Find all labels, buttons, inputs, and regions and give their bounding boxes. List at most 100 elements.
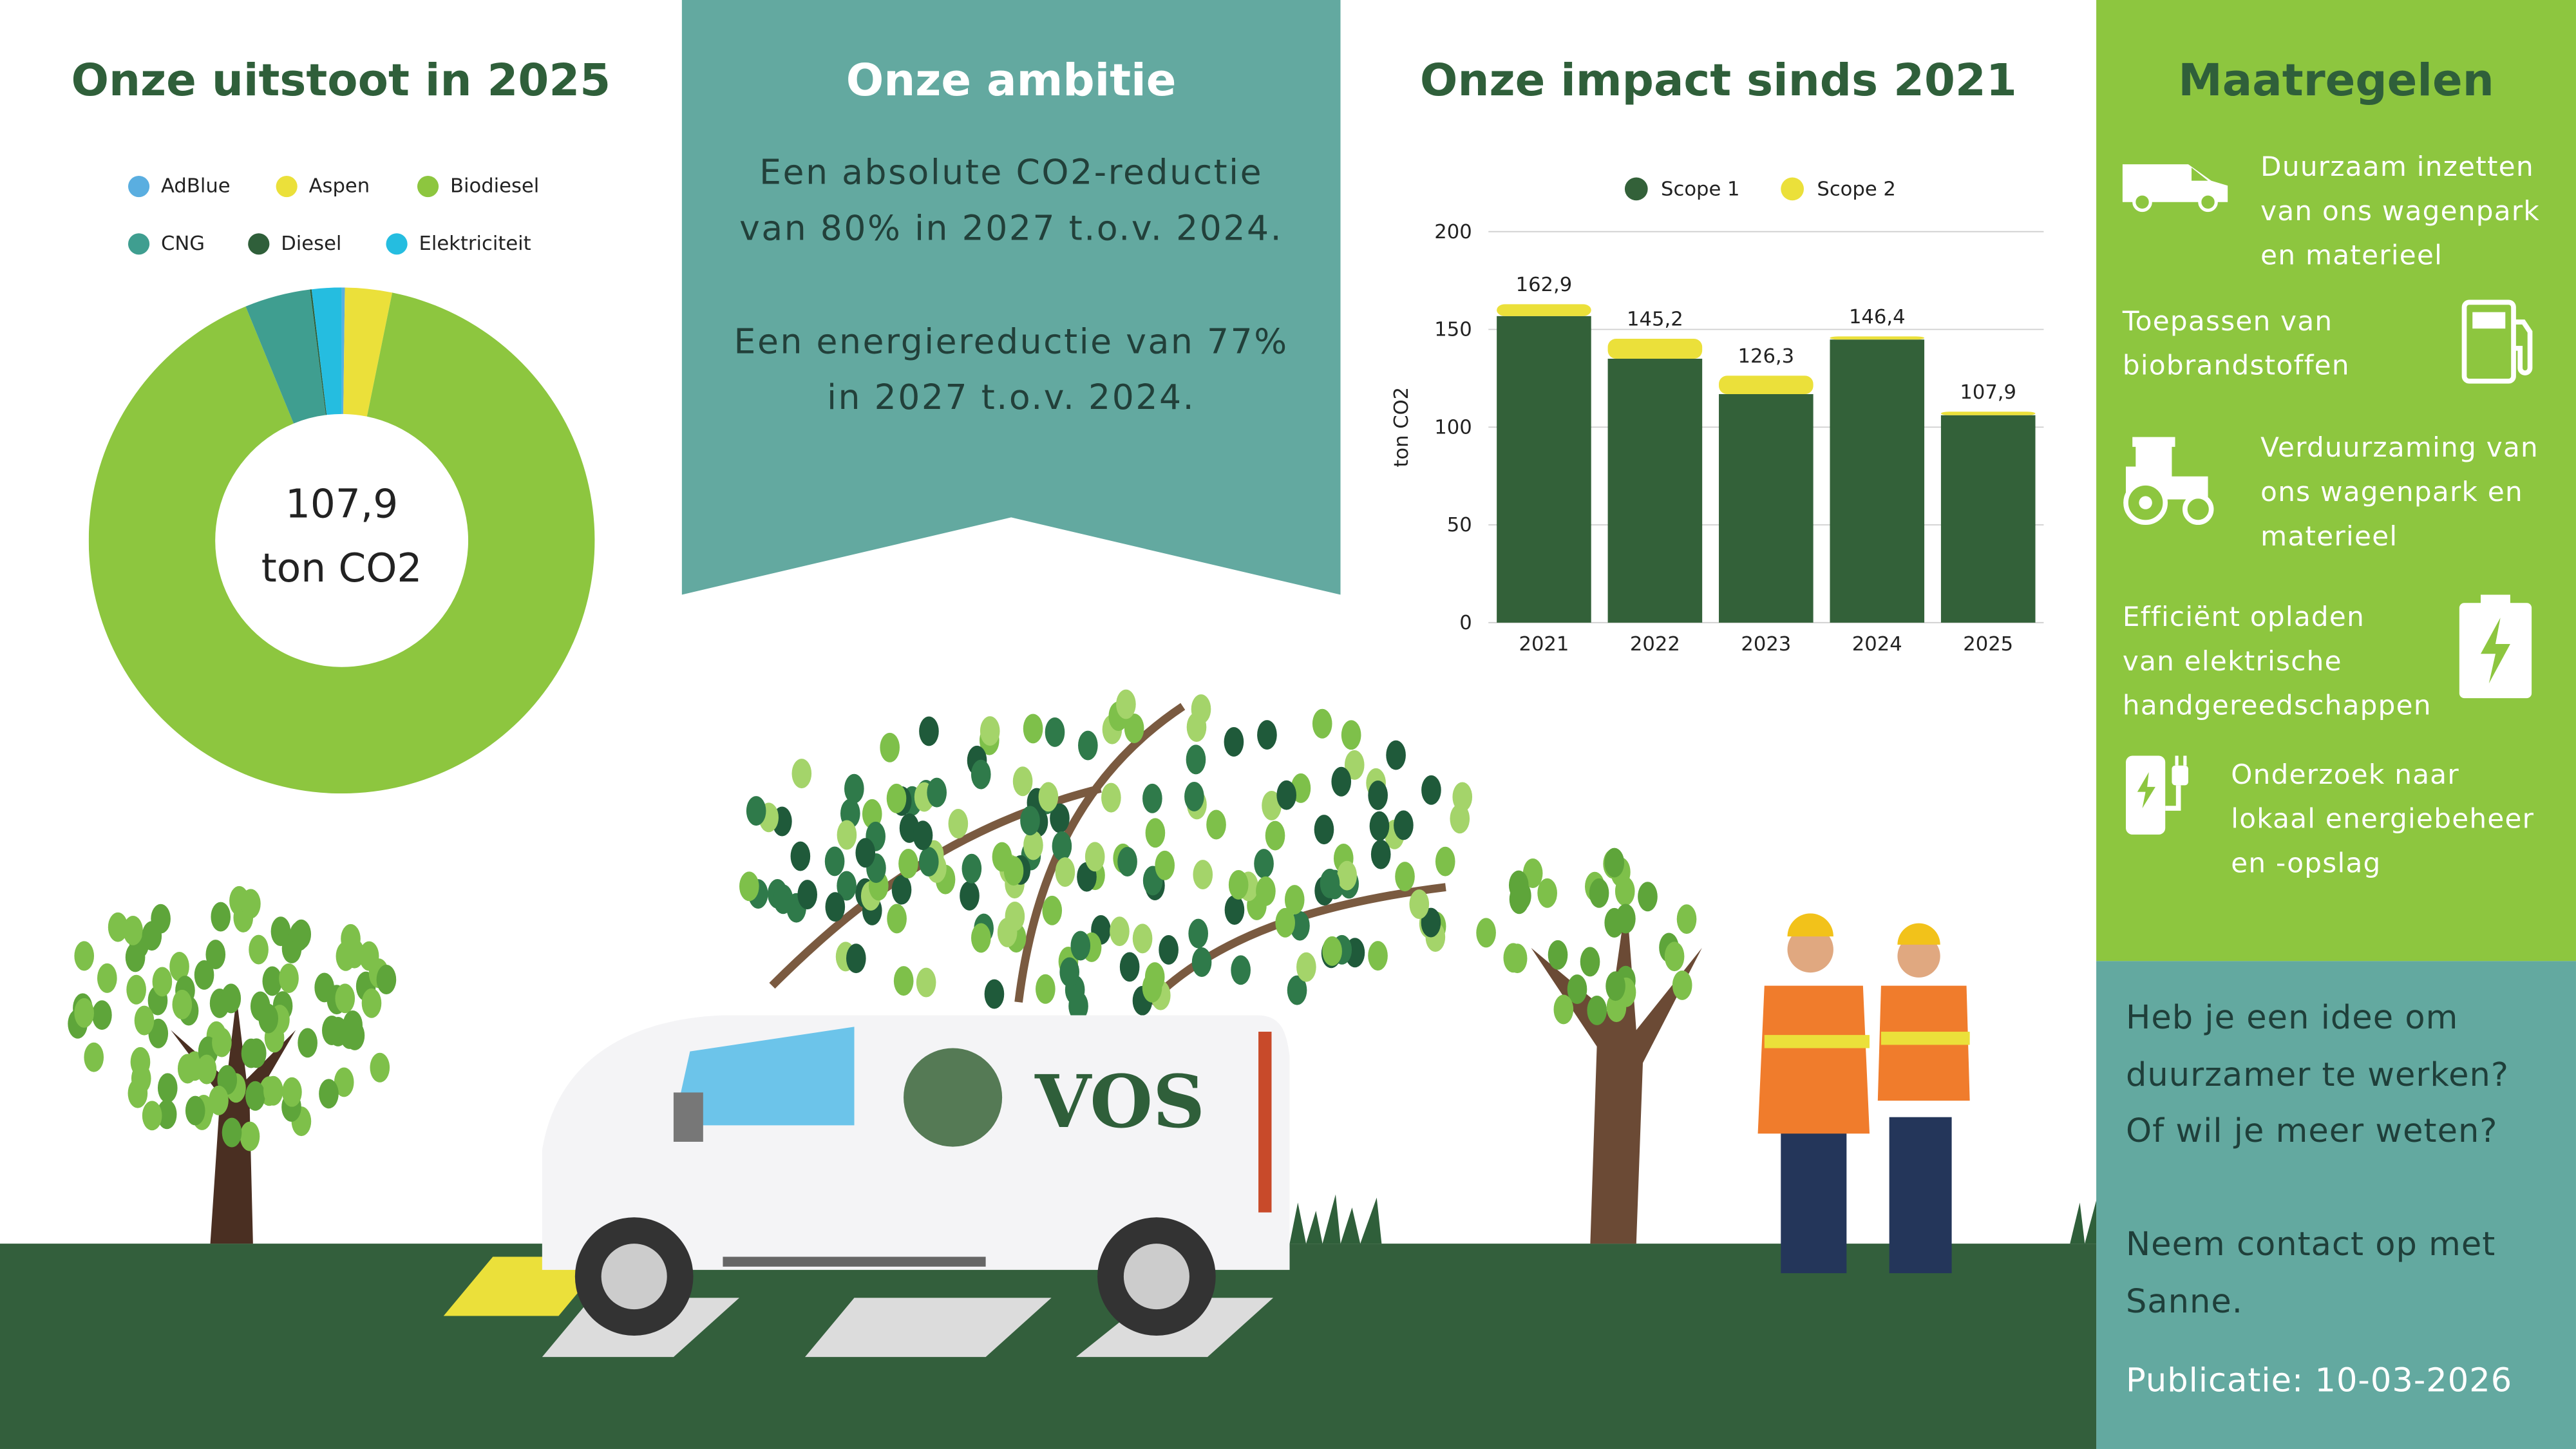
x-tick-label: 2022 <box>1630 633 1680 656</box>
x-tick-label: 2021 <box>1519 633 1569 656</box>
illustration: VOS <box>68 689 2097 1358</box>
y-tick-label: 50 <box>1447 514 1472 536</box>
ambition-title: Onze ambitie <box>846 55 1177 107</box>
legend-label: Aspen <box>308 174 370 198</box>
y-tick-label: 150 <box>1434 319 1472 341</box>
donut-slice-aspen <box>343 287 393 417</box>
legend-swatch <box>1781 177 1804 201</box>
van-icon <box>2122 164 2228 213</box>
x-tick-label: 2023 <box>1741 633 1791 656</box>
battery-charging-icon <box>2459 594 2532 699</box>
emissions-donut-chart <box>88 287 595 794</box>
bar-total-label: 146,4 <box>1849 306 1906 328</box>
legend-swatch <box>276 175 298 196</box>
legend-label: Scope 1 <box>1661 178 1739 201</box>
contact-panel: Heb je een idee om duurzamer te werken? … <box>2096 961 2576 1449</box>
donut-slice-adblue <box>341 287 345 414</box>
x-tick-label: 2025 <box>1963 633 2013 656</box>
measure-text: van elektrische <box>2122 645 2342 677</box>
bar-scope2-2022 <box>1607 339 1703 359</box>
measure-text: en -opslag <box>2231 848 2382 879</box>
measure-text: van ons wagenpark <box>2260 195 2541 227</box>
contact-text: Heb je een idee om <box>2125 997 2459 1037</box>
fuel-pump-icon <box>2461 299 2533 384</box>
legend-item: CNG <box>128 231 205 255</box>
ambition-line: Een energiereductie van 77% <box>734 321 1289 362</box>
legend-label: Biodiesel <box>450 174 540 198</box>
bar-total-label: 145,2 <box>1627 308 1683 331</box>
measure-text: Toepassen van <box>2122 305 2333 337</box>
contact-text: duurzamer te werken? <box>2125 1054 2510 1094</box>
bar-total-label: 162,9 <box>1516 274 1573 296</box>
measures-panel: Maatregelen Duurzaam inzetten van ons wag… <box>2096 0 2576 961</box>
legend-label: Elektriciteit <box>419 231 531 255</box>
measure-text: Duurzaam inzetten <box>2260 151 2534 183</box>
bar-scope2-2024 <box>1830 336 1925 340</box>
legend-item: Diesel <box>248 231 342 255</box>
legend-item: Elektriciteit <box>386 231 531 255</box>
y-tick-label: 100 <box>1434 416 1472 439</box>
measure-text: Verduurzaming van <box>2260 431 2539 464</box>
legend-item: Aspen <box>276 174 370 197</box>
bar-scope1-2022 <box>1607 359 1703 623</box>
bar-scope2-2025 <box>1940 412 2036 415</box>
bar-scope2-2023 <box>1719 375 1814 394</box>
x-tick-label: 2024 <box>1852 633 1902 656</box>
measure-text: materieel <box>2260 520 2398 553</box>
bar-scope1-2023 <box>1719 393 1814 623</box>
donut-center-unit: ton CO2 <box>261 545 422 592</box>
tractor-icon <box>2123 437 2214 526</box>
measures-title: Maatregelen <box>2178 55 2494 107</box>
tree-illustration <box>1476 848 1702 1244</box>
legend-label: Diesel <box>281 231 342 255</box>
legend-item: AdBlue <box>128 174 231 197</box>
legend-label: AdBlue <box>160 174 231 198</box>
van-illustration: VOS <box>542 1015 1290 1336</box>
legend-swatch <box>386 232 408 254</box>
donut-slice-biodiesel <box>88 292 595 794</box>
measure-text: Efficiënt opladen <box>2122 601 2365 633</box>
measure-text: biobrandstoffen <box>2122 350 2350 381</box>
legend-swatch <box>128 232 150 254</box>
measure-text: en materieel <box>2260 240 2443 271</box>
legend-swatch <box>1624 177 1648 201</box>
publication-date: Publicatie: 10-03-2026 <box>2125 1360 2513 1400</box>
y-tick-label: 200 <box>1434 221 1472 243</box>
legend-item: Biodiesel <box>417 174 539 197</box>
bar-scope1-2021 <box>1497 316 1591 623</box>
contact-text: Of wil je meer weten? <box>2125 1110 2498 1150</box>
impact-bar-chart: 0 50 100 150 200 ton CO2 162,9 2021 145,2 2022 126… <box>1390 177 2044 656</box>
ground <box>0 1244 2097 1449</box>
legend-swatch <box>417 175 439 196</box>
workers-illustration <box>1757 913 1970 1274</box>
donut-slice-diesel <box>310 289 327 415</box>
bar-scope1-2024 <box>1830 339 1925 623</box>
measure-text: lokaal energiebeheer <box>2231 803 2535 835</box>
legend-swatch <box>128 175 150 196</box>
legend-swatch <box>248 232 270 254</box>
bar-total-label: 107,9 <box>1960 381 2016 404</box>
legend-label: Scope 2 <box>1817 178 1895 201</box>
bar-scope2-2021 <box>1497 304 1591 316</box>
y-tick-label: 0 <box>1459 612 1472 634</box>
donut-slice-cng <box>245 289 326 424</box>
measure-text: Onderzoek naar <box>2231 759 2459 791</box>
donut-center-value: 107,9 <box>285 481 399 527</box>
ambition-line: in 2027 t.o.v. 2024. <box>827 377 1196 417</box>
logo-brand: VOS <box>1034 1060 1205 1144</box>
ambition-banner: Onze ambitie Een absolute CO2-reductie v… <box>681 0 1341 595</box>
contact-text: Sanne. <box>2125 1280 2244 1320</box>
ambition-line: van 80% in 2027 t.o.v. 2024. <box>739 208 1283 249</box>
impact-title: Onze impact sinds 2021 <box>1419 55 2017 107</box>
contact-text: Neem contact op met <box>2125 1224 2496 1264</box>
bar-scope1-2025 <box>1940 415 2036 623</box>
bar-total-label: 126,3 <box>1738 345 1795 368</box>
measure-text: ons wagenpark en <box>2260 476 2524 508</box>
y-axis-label: ton CO2 <box>1390 387 1413 468</box>
legend-label: CNG <box>160 231 205 255</box>
tree-canopy-illustration <box>739 689 1473 1021</box>
ambition-line: Een absolute CO2-reductie <box>759 153 1264 193</box>
emissions-title: Onze uitstoot in 2025 <box>71 55 611 107</box>
tree-illustration <box>68 886 397 1244</box>
